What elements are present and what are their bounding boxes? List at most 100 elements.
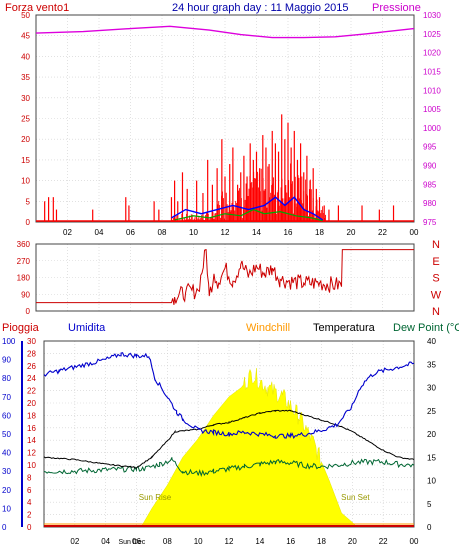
x-tick-label: 12	[225, 537, 234, 546]
windchill-legend: Windchill	[246, 322, 290, 334]
x-tick-label: 00	[410, 228, 419, 237]
temp-y-tick: 40	[427, 337, 436, 346]
x-tick-label: 22	[378, 228, 387, 237]
wind-y-tick: 25	[21, 115, 30, 124]
x-tick-label: 18	[315, 228, 324, 237]
wind-y-tick: 5	[26, 197, 31, 206]
pressure-y-tick: 1005	[423, 105, 441, 114]
wind-y-tick: 0	[26, 218, 31, 227]
direction-y-tick: 0	[26, 307, 31, 316]
temp-y-tick: 25	[427, 407, 436, 416]
x-tick-label: 10	[189, 228, 198, 237]
wind-avg-line	[171, 196, 324, 221]
wind-pressure-panel: 0510152025303540455097598098599099510001…	[21, 11, 441, 237]
x-tick-label: 14	[252, 228, 261, 237]
pressure-axis-title: Pressione	[372, 2, 421, 14]
wind-green-line	[174, 208, 323, 222]
rain-y-tick: 12	[27, 449, 36, 458]
direction-y-tick: 270	[17, 257, 31, 266]
compass-label: N	[432, 306, 440, 318]
sunrise-label: Sun Rise	[139, 493, 172, 502]
temp-y-tick: 20	[427, 430, 436, 439]
x-tick-label: 06	[132, 537, 141, 546]
rain-y-tick: 20	[27, 399, 36, 408]
pressure-y-tick: 1015	[423, 67, 441, 76]
rain-y-tick: 14	[27, 436, 36, 445]
x-tick-label: 04	[101, 537, 110, 546]
x-tick-label: 10	[194, 537, 203, 546]
pressure-y-tick: 1020	[423, 49, 441, 58]
x-tick-label: 20	[347, 228, 356, 237]
wind-y-tick: 50	[21, 11, 30, 20]
x-tick-label: 08	[163, 537, 172, 546]
humidity-y-tick: 70	[2, 393, 11, 402]
temp-y-tick: 35	[427, 360, 436, 369]
rain-y-tick: 18	[27, 411, 36, 420]
temp-y-tick: 5	[427, 500, 432, 509]
pressure-y-tick: 975	[423, 218, 437, 227]
humidity-y-tick: 0	[2, 523, 7, 532]
panel-frame	[35, 243, 415, 312]
sundec-label: Sun Dec	[118, 539, 145, 546]
wind-y-tick: 10	[21, 177, 30, 186]
x-tick-label: 04	[95, 228, 104, 237]
pressure-y-tick: 1000	[423, 124, 441, 133]
direction-y-tick: 180	[17, 274, 31, 283]
wind-y-tick: 30	[21, 94, 30, 103]
dewpoint-line	[43, 457, 415, 477]
x-tick-label: 16	[284, 228, 293, 237]
humidity-y-tick: 20	[2, 486, 11, 495]
x-tick-label: 22	[379, 537, 388, 546]
rain-y-tick: 6	[27, 486, 32, 495]
compass-label: E	[432, 256, 439, 268]
wind-direction-panel: 0 N 90 W 180 S 270 E 360 N	[17, 239, 442, 318]
humidity-y-tick: 10	[2, 504, 11, 513]
temperature-legend: Temperatura	[313, 322, 376, 334]
rain-y-tick: 16	[27, 424, 36, 433]
compass-label: W	[431, 289, 442, 301]
pressure-y-tick: 980	[423, 199, 437, 208]
x-tick-label: 08	[158, 228, 167, 237]
temperature-humidity-panel: 0102030405060708090100024681012141618202…	[2, 337, 436, 546]
x-tick-label: 02	[70, 537, 79, 546]
rain-y-tick: 22	[27, 387, 36, 396]
wind-y-tick: 45	[21, 32, 30, 41]
x-tick-label: 18	[317, 537, 326, 546]
x-tick-label: 20	[348, 537, 357, 546]
wind-y-tick: 40	[21, 52, 30, 61]
rain-y-tick: 10	[27, 461, 36, 470]
chart-title: 24 hour graph day : 11 Maggio 2015	[172, 2, 349, 14]
x-tick-label: 02	[63, 228, 72, 237]
temp-y-tick: 10	[427, 477, 436, 486]
humidity-y-tick: 100	[2, 337, 16, 346]
rain-y-tick: 2	[27, 511, 32, 520]
compass-label: N	[432, 239, 440, 251]
wind-axis-title: Forza vento1	[5, 2, 69, 14]
humidity-y-tick: 50	[2, 430, 11, 439]
humidity-y-tick: 80	[2, 374, 11, 383]
temp-y-tick: 15	[427, 453, 436, 462]
temp-y-tick: 0	[427, 523, 432, 532]
humidity-y-tick: 90	[2, 356, 11, 365]
x-tick-label: 14	[255, 537, 264, 546]
humidity-y-tick: 60	[2, 411, 11, 420]
wind-y-tick: 15	[21, 156, 30, 165]
humidity-axis-title: Umidita	[68, 322, 106, 334]
pressure-y-tick: 985	[423, 180, 437, 189]
wind-y-tick: 35	[21, 73, 30, 82]
compass-label: S	[432, 273, 439, 285]
pressure-line	[35, 25, 415, 39]
temp-y-tick: 30	[427, 384, 436, 393]
temperature-line	[43, 409, 415, 470]
rain-y-tick: 26	[27, 362, 36, 371]
humidity-y-tick: 30	[2, 467, 11, 476]
pressure-y-tick: 1030	[423, 11, 441, 20]
x-tick-label: 16	[286, 537, 295, 546]
dewpoint-legend: Dew Point (°C	[393, 322, 459, 334]
x-tick-label: 00	[410, 537, 419, 546]
x-tick-label: 12	[221, 228, 230, 237]
humidity-y-tick: 40	[2, 449, 11, 458]
pressure-y-tick: 1025	[423, 30, 441, 39]
rain-y-tick: 28	[27, 349, 36, 358]
